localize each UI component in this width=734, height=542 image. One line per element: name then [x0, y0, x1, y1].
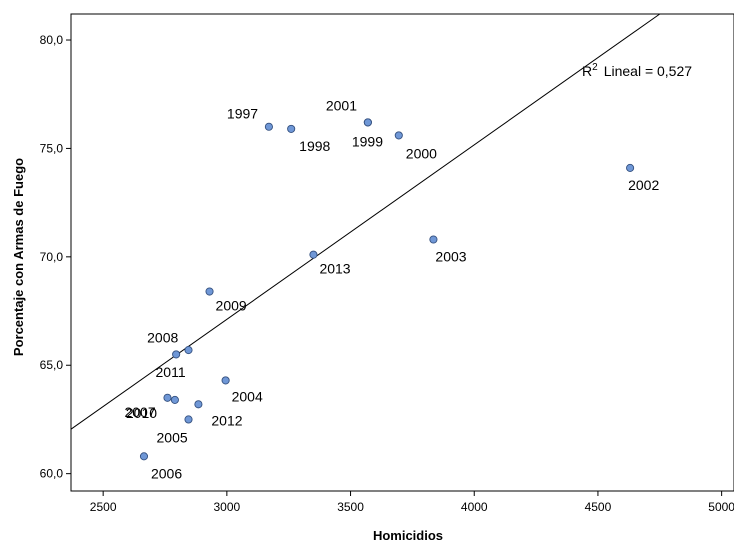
y-tick-label: 65,0 — [40, 358, 64, 372]
point-label-2002: 2002 — [628, 177, 659, 193]
data-points — [139, 118, 635, 461]
point-label-1997: 1997 — [227, 106, 258, 122]
data-point-2005 — [184, 415, 193, 424]
r2-letter: R — [582, 63, 592, 79]
y-axis-ticks: 60,0 65,0 70,0 75,0 80,0 — [40, 33, 71, 481]
point-label-1999: 1999 — [352, 133, 383, 149]
y-tick-label: 80,0 — [40, 33, 64, 47]
x-tick-label: 4000 — [461, 500, 488, 514]
plot-area — [70, 13, 734, 492]
data-point-2007 — [163, 393, 172, 402]
data-point-1998 — [287, 124, 296, 133]
data-point-2006 — [139, 452, 149, 461]
data-point-2010 — [170, 395, 179, 404]
point-label-2004: 2004 — [232, 388, 263, 404]
point-label-2010: 2010 — [126, 405, 157, 421]
point-label-2012: 2012 — [211, 412, 242, 428]
r2-superscript: 2 — [592, 62, 598, 73]
y-tick-label: 60,0 — [40, 467, 64, 481]
data-point-2002 — [626, 163, 635, 172]
x-axis-ticks: 2500 3000 3500 4000 4500 5000 — [90, 491, 734, 514]
data-point-2012 — [194, 400, 203, 409]
point-label-2000: 2000 — [406, 145, 437, 161]
r2-value: Lineal = 0,527 — [604, 63, 693, 79]
fit-line — [70, 13, 661, 430]
data-point-2004 — [221, 376, 230, 385]
data-point-2000 — [394, 131, 403, 140]
point-labels: 1997 1998 1999 2000 2001 2002 2003 2004 2005 2006… — [124, 97, 659, 481]
point-label-2005: 2005 — [157, 429, 188, 445]
data-point-2013 — [309, 250, 318, 259]
y-tick-label: 75,0 — [40, 141, 64, 155]
x-tick-label: 5000 — [708, 500, 734, 514]
point-label-2007: 2007 — [124, 404, 155, 420]
x-tick-label: 4500 — [585, 500, 612, 514]
point-label-2009: 2009 — [216, 298, 247, 314]
point-label-2003: 2003 — [435, 248, 466, 264]
point-label-2013: 2013 — [319, 261, 350, 277]
point-label-1998: 1998 — [299, 138, 330, 154]
data-point-2008 — [172, 350, 181, 359]
x-axis-title: Homicidios — [373, 528, 443, 542]
y-tick-label: 70,0 — [40, 250, 64, 264]
point-label-2001: 2001 — [326, 97, 357, 113]
y-axis-title: Porcentaje con Armas de Fuego — [11, 158, 26, 356]
point-label-2006: 2006 — [151, 465, 182, 481]
x-tick-label: 3500 — [337, 500, 364, 514]
data-point-2011 — [184, 346, 193, 355]
data-point-2001 — [363, 118, 372, 127]
point-label-2008: 2008 — [147, 329, 178, 345]
data-point-1997 — [264, 122, 273, 131]
x-tick-label: 3000 — [214, 500, 241, 514]
data-point-2003 — [429, 235, 438, 244]
data-point-2009 — [205, 287, 214, 296]
r2-annotation: R2 Lineal = 0,527 — [582, 62, 692, 79]
x-tick-label: 2500 — [90, 500, 117, 514]
point-label-2011: 2011 — [156, 364, 186, 380]
